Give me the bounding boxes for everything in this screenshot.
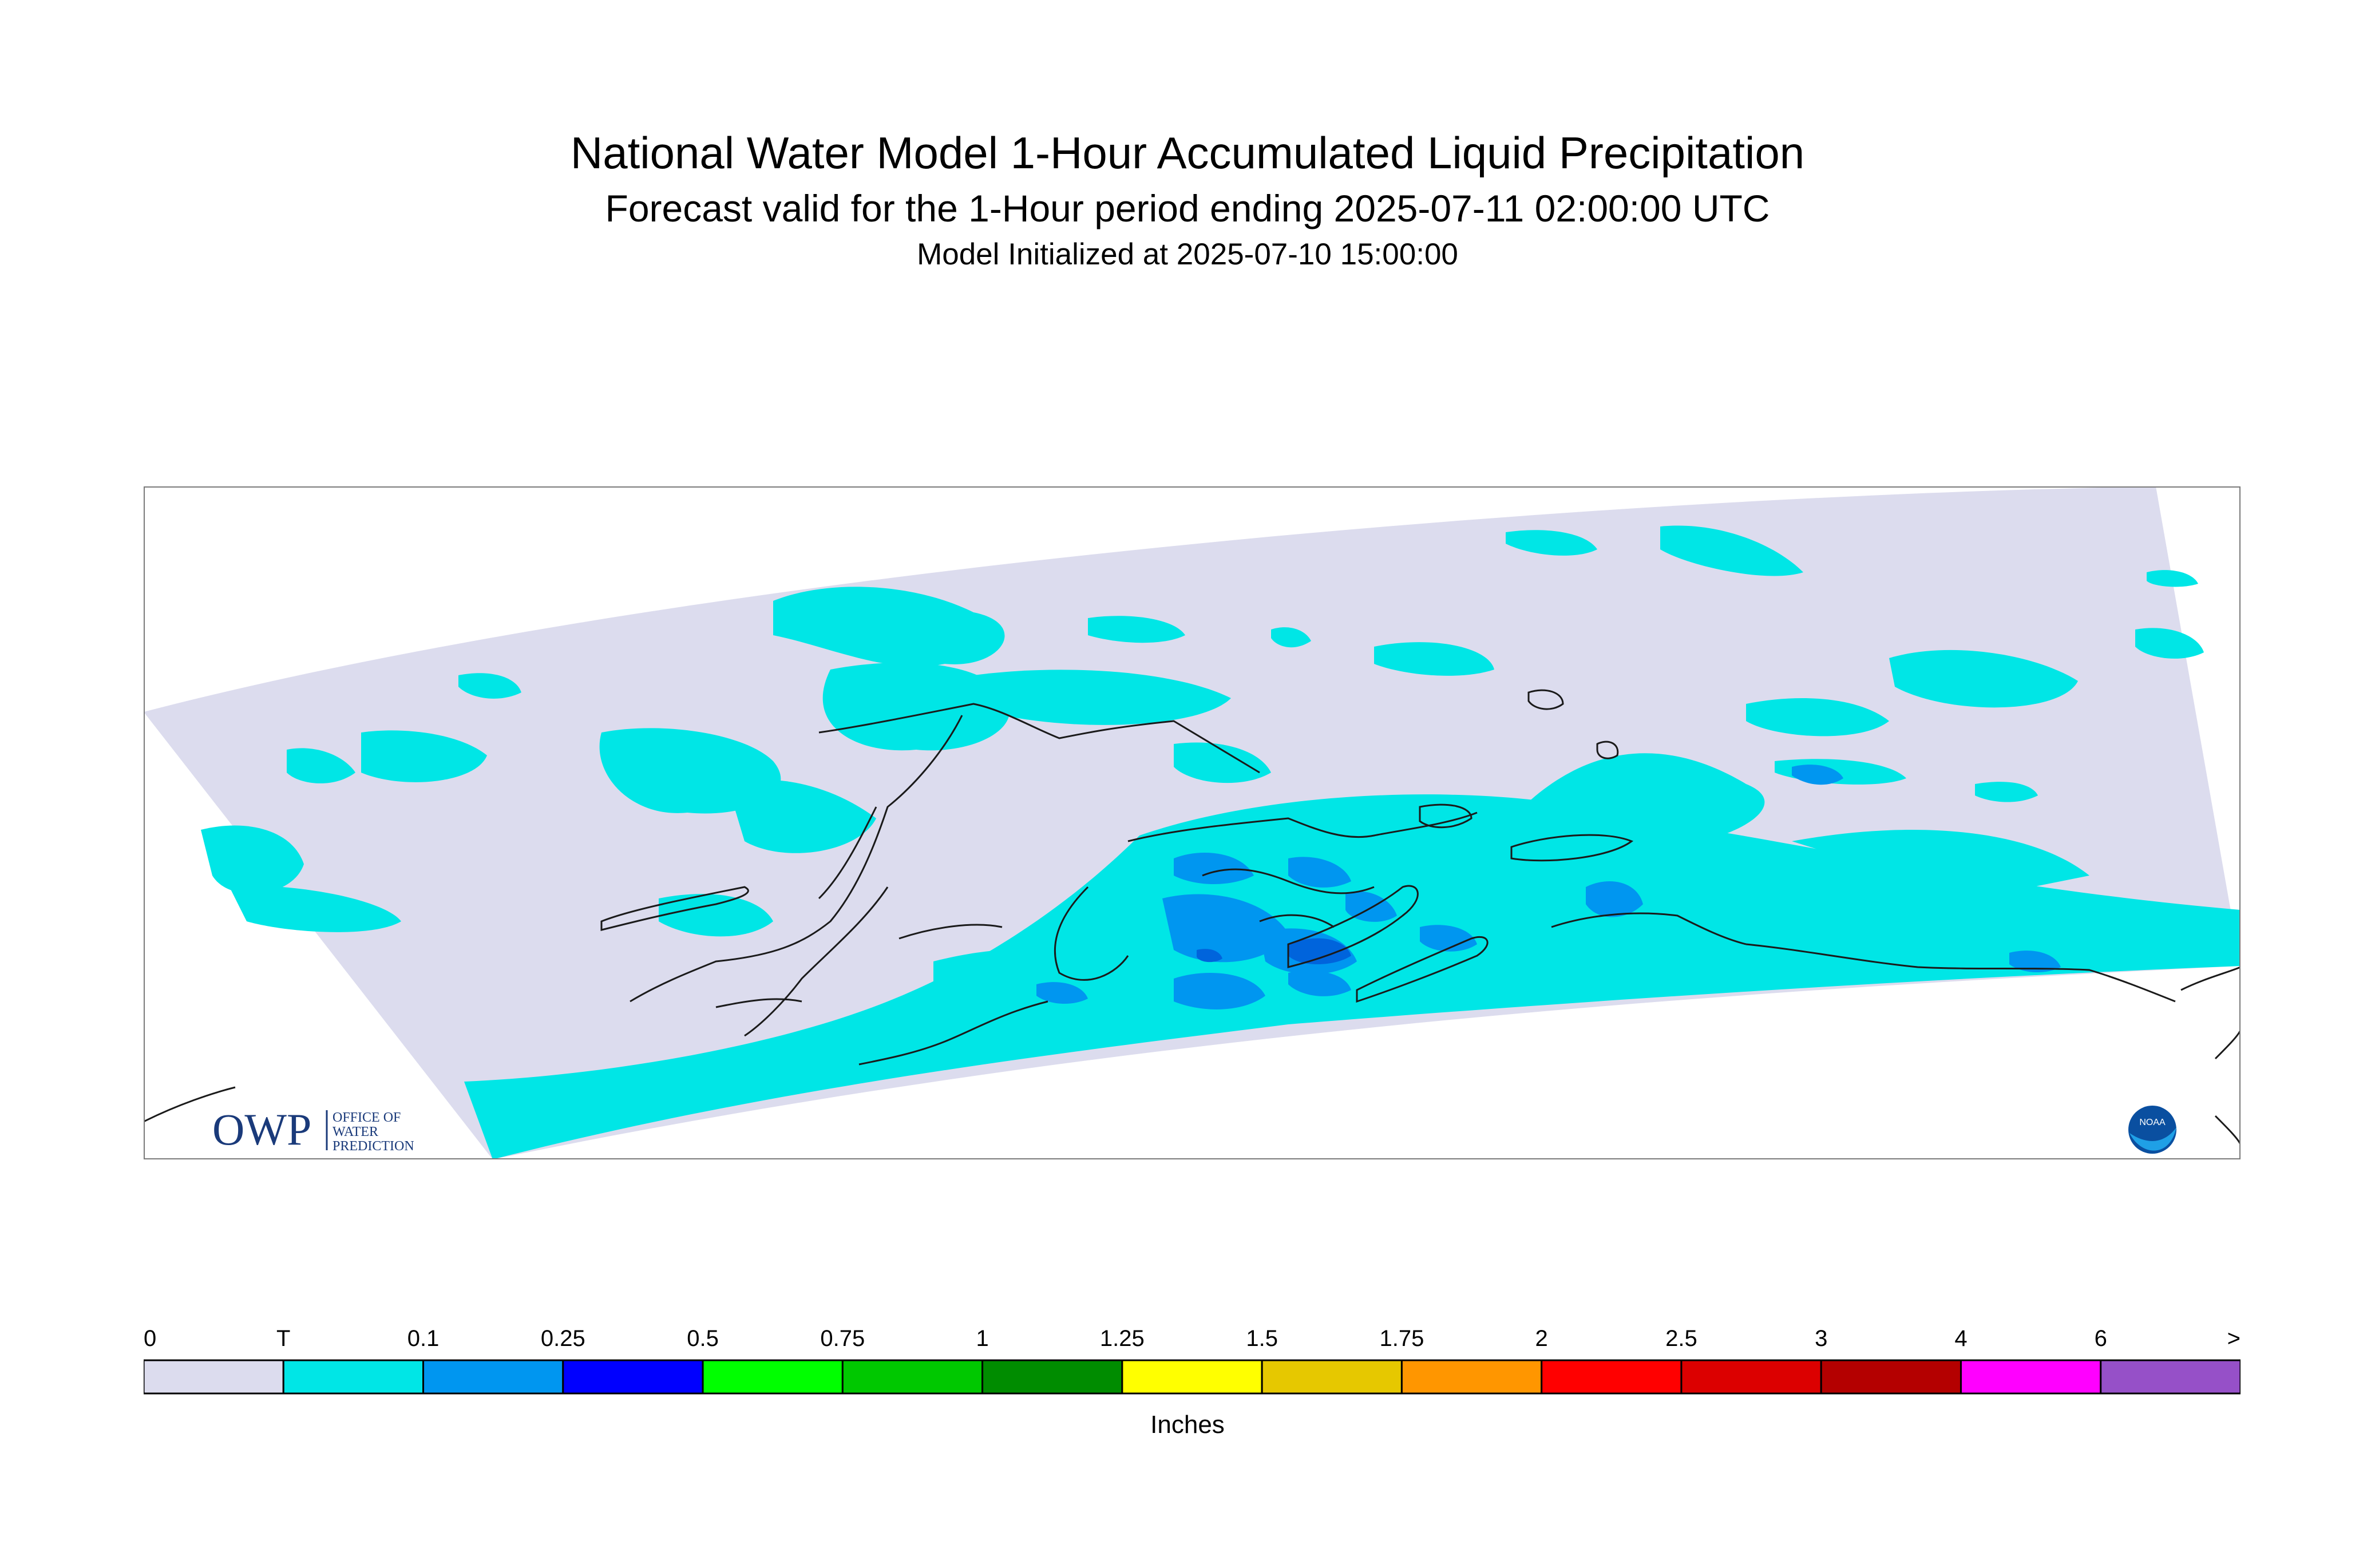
legend-tick-label: 2.5 <box>1665 1326 1697 1351</box>
owp-logo-line1: OFFICE OF <box>332 1110 401 1125</box>
precip-map: OWP OFFICE OF WATER PREDICTION NOAA <box>144 486 2241 1159</box>
legend-tick-label: 0.25 <box>541 1326 585 1351</box>
coastline <box>144 689 2241 1145</box>
legend-swatch <box>562 1359 704 1395</box>
moderate-precip-cores <box>1197 938 1351 964</box>
legend-tick-label: > <box>2227 1326 2241 1351</box>
legend-swatch <box>1960 1359 2102 1395</box>
owp-logo-line2: WATER <box>332 1124 378 1139</box>
legend-swatch <box>2100 1359 2241 1395</box>
legend-tick-label: 1.25 <box>1100 1326 1145 1351</box>
legend-swatch <box>144 1359 284 1395</box>
owp-logo-line3: PREDICTION <box>332 1139 414 1154</box>
legend-tick-label: 2 <box>1535 1326 1548 1351</box>
legend-tick-label: 0.75 <box>820 1326 865 1351</box>
legend-swatch <box>282 1359 425 1395</box>
legend-swatch <box>1820 1359 1962 1395</box>
page-subtitle: Forecast valid for the 1-Hour period end… <box>605 187 1770 229</box>
legend-tick-label: 1.5 <box>1246 1326 1278 1351</box>
legend-tick-label: 1.75 <box>1379 1326 1424 1351</box>
map-frame <box>144 486 2241 1159</box>
legend-tick-label: 0.1 <box>407 1326 440 1351</box>
legend-swatch <box>1680 1359 1822 1395</box>
legend-swatch <box>702 1359 844 1395</box>
legend-tick-label: 1 <box>976 1326 988 1351</box>
page-title: National Water Model 1-Hour Accumulated … <box>570 128 1805 178</box>
legend-swatch <box>841 1359 984 1395</box>
init-time-line: Model Initialized at 2025-07-10 15:00:00 <box>917 237 1458 271</box>
legend-tick-label: 0.5 <box>687 1326 719 1351</box>
legend-swatch <box>422 1359 564 1395</box>
legend-swatch <box>1121 1359 1263 1395</box>
noaa-logo-mark: NOAA <box>2139 1118 2166 1127</box>
legend-tick-label: 4 <box>1954 1326 1967 1351</box>
noaa-logo: NOAA <box>2128 1106 2176 1154</box>
legend-tick-label: 6 <box>2095 1326 2107 1351</box>
legend-swatch <box>1261 1359 1403 1395</box>
owp-logo-mark: OWP <box>212 1104 311 1154</box>
trace-precip-areas <box>201 525 2241 1159</box>
legend-tick-label: 3 <box>1815 1326 1827 1351</box>
legend-units-label: Inches <box>1150 1411 1225 1439</box>
color-legend: 0 T 0.1 0.25 0.5 0.75 1 1.25 1.5 1.75 2 2.5 3 4 6 > <box>144 1326 2241 1395</box>
owp-logo: OWP OFFICE OF WATER PREDICTION <box>212 1104 414 1154</box>
legend-swatch <box>981 1359 1123 1395</box>
legend-swatch <box>1400 1359 1543 1395</box>
legend-tick-label: 0 <box>144 1326 156 1351</box>
legend-swatch <box>1541 1359 1683 1395</box>
legend-tick-label: T <box>276 1326 290 1351</box>
